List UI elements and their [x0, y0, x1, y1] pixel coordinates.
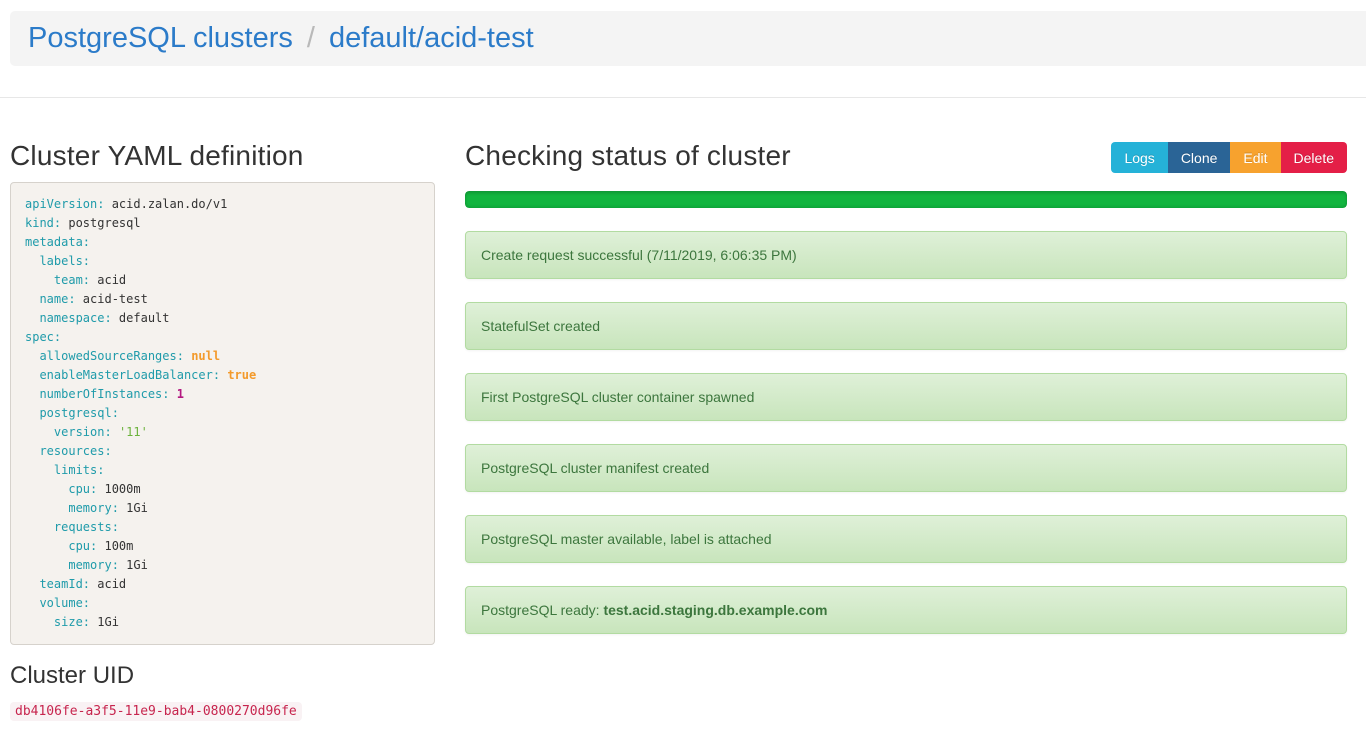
status-progress-bar	[465, 191, 1347, 208]
yaml-line: volume:	[25, 594, 420, 613]
logs-button[interactable]: Logs	[1111, 142, 1168, 173]
yaml-line: numberOfInstances: 1	[25, 385, 420, 404]
edit-button[interactable]: Edit	[1230, 142, 1281, 173]
yaml-token-key: metadata:	[25, 235, 91, 249]
yaml-line: requests:	[25, 518, 420, 537]
yaml-token-key: allowedSourceRanges:	[25, 349, 184, 363]
yaml-token-plain: acid.zalan.do/v1	[104, 197, 228, 211]
yaml-line: spec:	[25, 328, 420, 347]
yaml-token-plain: 1Gi	[118, 558, 148, 572]
status-alert: PostgreSQL master available, label is at…	[465, 515, 1347, 563]
status-alerts: Create request successful (7/11/2019, 6:…	[465, 231, 1347, 634]
yaml-token-key: name:	[25, 292, 76, 306]
yaml-token-key: namespace:	[25, 311, 112, 325]
yaml-token-plain: 100m	[97, 539, 134, 553]
status-alert: First PostgreSQL cluster container spawn…	[465, 373, 1347, 421]
alert-text: PostgreSQL master available, label is at…	[481, 531, 772, 547]
yaml-line: allowedSourceRanges: null	[25, 347, 420, 366]
status-alert: StatefulSet created	[465, 302, 1347, 350]
yaml-line: metadata:	[25, 233, 420, 252]
yaml-line: size: 1Gi	[25, 613, 420, 632]
yaml-line: memory: 1Gi	[25, 499, 420, 518]
status-section-title: Checking status of cluster	[465, 140, 791, 171]
yaml-token-key: spec:	[25, 330, 62, 344]
yaml-token-key: numberOfInstances:	[25, 387, 170, 401]
alert-text: PostgreSQL cluster manifest created	[481, 460, 710, 476]
yaml-token-key: memory:	[25, 501, 119, 515]
yaml-token-plain: postgresql	[61, 216, 141, 230]
yaml-token-number: 1	[176, 387, 184, 401]
status-alert: PostgreSQL cluster manifest created	[465, 444, 1347, 492]
yaml-token-key: team:	[25, 273, 91, 287]
yaml-line: memory: 1Gi	[25, 556, 420, 575]
status-header: Checking status of cluster Logs Clone Edit…	[465, 98, 1347, 182]
yaml-token-key: cpu:	[25, 539, 98, 553]
yaml-line: apiVersion: acid.zalan.do/v1	[25, 195, 420, 214]
yaml-token-plain: acid	[90, 273, 127, 287]
yaml-token-plain: 1000m	[97, 482, 141, 496]
cluster-action-buttons: Logs Clone Edit Delete	[1111, 142, 1347, 173]
yaml-token-plain	[112, 425, 119, 439]
alert-text: PostgreSQL ready:	[481, 602, 604, 618]
yaml-token-plain: acid	[90, 577, 127, 591]
status-alert: PostgreSQL ready: test.acid.staging.db.e…	[465, 586, 1347, 634]
cluster-yaml-definition: apiVersion: acid.zalan.do/v1 kind: postgr…	[10, 182, 435, 645]
yaml-token-string: '11'	[118, 425, 148, 439]
delete-button[interactable]: Delete	[1280, 142, 1347, 173]
yaml-line: postgresql:	[25, 404, 420, 423]
yaml-token-key: teamId:	[25, 577, 91, 591]
yaml-line: team: acid	[25, 271, 420, 290]
yaml-token-key: enableMasterLoadBalancer:	[25, 368, 221, 382]
yaml-token-key: memory:	[25, 558, 119, 572]
yaml-token-key: apiVersion:	[25, 197, 105, 211]
yaml-token-literal: null	[191, 349, 221, 363]
yaml-token-plain: 1Gi	[118, 501, 148, 515]
yaml-token-key: cpu:	[25, 482, 98, 496]
status-column: Checking status of cluster Logs Clone Edit…	[465, 98, 1347, 720]
yaml-token-key: resources:	[25, 444, 112, 458]
yaml-token-key: labels:	[25, 254, 91, 268]
yaml-token-literal: true	[227, 368, 257, 382]
header-divider	[0, 97, 1366, 98]
yaml-token-key: volume:	[25, 596, 91, 610]
cluster-uid-value: db4106fe-a3f5-11e9-bab4-0800270d96fe	[10, 702, 302, 721]
alert-text: Create request successful (7/11/2019, 6:…	[481, 247, 797, 263]
yaml-token-key: version:	[25, 425, 112, 439]
yaml-line: teamId: acid	[25, 575, 420, 594]
yaml-column: Cluster YAML definition apiVersion: acid…	[10, 98, 435, 721]
yaml-line: labels:	[25, 252, 420, 271]
yaml-line: namespace: default	[25, 309, 420, 328]
yaml-line: cpu: 1000m	[25, 480, 420, 499]
yaml-line: enableMasterLoadBalancer: true	[25, 366, 420, 385]
uid-section-title: Cluster UID	[10, 662, 135, 689]
yaml-line: resources:	[25, 442, 420, 461]
yaml-token-key: requests:	[25, 520, 119, 534]
yaml-token-plain: 1Gi	[90, 615, 119, 629]
yaml-line: name: acid-test	[25, 290, 420, 309]
yaml-token-key: postgresql:	[25, 406, 119, 420]
yaml-line: cpu: 100m	[25, 537, 420, 556]
yaml-section-title: Cluster YAML definition	[10, 140, 304, 171]
yaml-line: version: '11'	[25, 423, 420, 442]
yaml-line: kind: postgresql	[25, 214, 420, 233]
yaml-token-key: limits:	[25, 463, 105, 477]
alert-text: First PostgreSQL cluster container spawn…	[481, 389, 755, 405]
status-progress-track	[465, 191, 1347, 208]
yaml-token-plain: default	[111, 311, 170, 325]
clone-button[interactable]: Clone	[1167, 142, 1231, 173]
status-alert: Create request successful (7/11/2019, 6:…	[465, 231, 1347, 279]
main-content: Cluster YAML definition apiVersion: acid…	[0, 98, 1366, 721]
alert-text-bold: test.acid.staging.db.example.com	[603, 602, 828, 618]
yaml-token-key: kind:	[25, 216, 62, 230]
alert-text: StatefulSet created	[481, 318, 601, 334]
breadcrumb-link-clusters[interactable]: PostgreSQL clusters	[28, 22, 293, 54]
yaml-token-key: size:	[25, 615, 91, 629]
breadcrumb-separator: /	[306, 22, 315, 54]
breadcrumb: PostgreSQL clusters / default/acid-test	[10, 11, 1366, 66]
yaml-line: limits:	[25, 461, 420, 480]
yaml-token-plain	[170, 387, 177, 401]
breadcrumb-link-cluster-name[interactable]: default/acid-test	[328, 22, 534, 54]
yaml-token-plain: acid-test	[75, 292, 148, 306]
